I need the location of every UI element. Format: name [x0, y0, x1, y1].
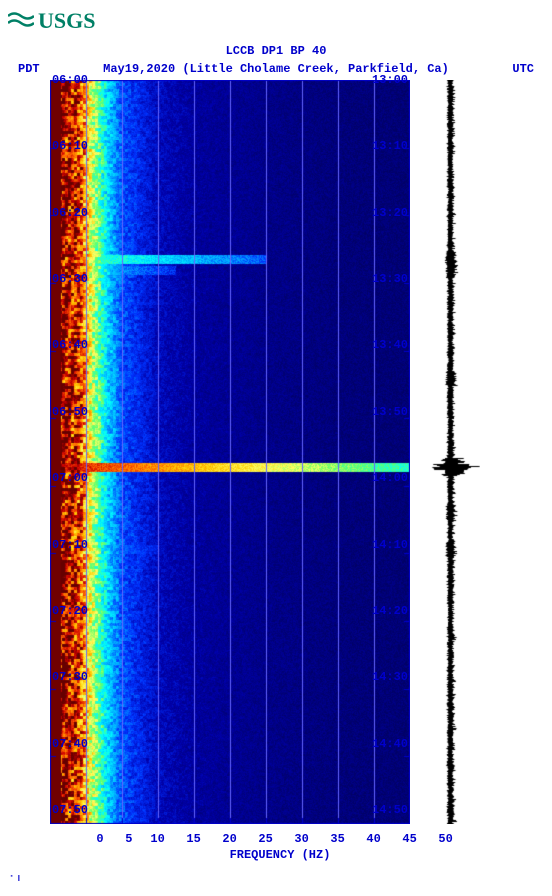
y-axis-right-utc: 13:0013:1013:2013:3013:4013:5014:0014:10…	[372, 80, 414, 824]
y-tick-left: 07:30	[46, 670, 88, 684]
y-tick-right: 14:00	[372, 471, 414, 485]
usgs-logo: USGS	[8, 8, 544, 34]
y-tick-right: 14:10	[372, 538, 414, 552]
x-tick: 30	[294, 832, 308, 846]
y-tick-left: 07:20	[46, 604, 88, 618]
y-tick-left: 06:30	[46, 272, 88, 286]
chart-subtitle-row: PDT May19,2020 (Little Cholame Creek, Pa…	[8, 62, 544, 76]
y-tick-right: 13:20	[372, 206, 414, 220]
y-tick-left: 06:00	[46, 73, 88, 87]
y-tick-right: 14:50	[372, 803, 414, 817]
y-axis-left-pdt: 06:0006:1006:2006:3006:4006:5007:0007:10…	[46, 80, 88, 824]
x-axis-label: FREQUENCY (HZ)	[100, 848, 460, 862]
chart-date: May19,2020	[103, 62, 175, 76]
x-tick: 20	[222, 832, 236, 846]
y-tick-right: 14:20	[372, 604, 414, 618]
right-timezone: UTC	[512, 62, 534, 76]
y-tick-left: 06:40	[46, 338, 88, 352]
spectrogram-container: 06:0006:1006:2006:3006:4006:5007:0007:10…	[50, 80, 410, 824]
y-tick-left: 07:10	[46, 538, 88, 552]
x-tick: 0	[96, 832, 103, 846]
y-tick-left: 07:50	[46, 803, 88, 817]
y-tick-left: 07:00	[46, 471, 88, 485]
x-tick: 25	[258, 832, 272, 846]
y-tick-left: 06:50	[46, 405, 88, 419]
y-tick-right: 14:40	[372, 737, 414, 751]
x-tick: 45	[402, 832, 416, 846]
y-tick-left: 06:10	[46, 139, 88, 153]
y-tick-right: 13:10	[372, 139, 414, 153]
y-tick-right: 13:30	[372, 272, 414, 286]
y-tick-right: 13:40	[372, 338, 414, 352]
x-tick: 10	[150, 832, 164, 846]
usgs-wave-icon	[8, 11, 34, 31]
usgs-logo-text: USGS	[38, 8, 95, 34]
left-timezone: PDT	[18, 62, 40, 76]
x-tick: 15	[186, 832, 200, 846]
chart-title: LCCB DP1 BP 40	[8, 44, 544, 58]
x-tick: 40	[366, 832, 380, 846]
spectrogram-heatmap	[50, 80, 410, 824]
y-tick-left: 07:40	[46, 737, 88, 751]
x-tick: 5	[125, 832, 132, 846]
y-tick-left: 06:20	[46, 206, 88, 220]
x-axis-frequency: 05101520253035404550	[100, 832, 460, 846]
y-tick-right: 13:00	[372, 73, 414, 87]
footer-mark: ˙ˡ	[8, 874, 544, 888]
waveform-trace	[420, 80, 480, 824]
y-tick-right: 13:50	[372, 405, 414, 419]
x-tick: 35	[330, 832, 344, 846]
x-tick: 50	[438, 832, 452, 846]
y-tick-right: 14:30	[372, 670, 414, 684]
